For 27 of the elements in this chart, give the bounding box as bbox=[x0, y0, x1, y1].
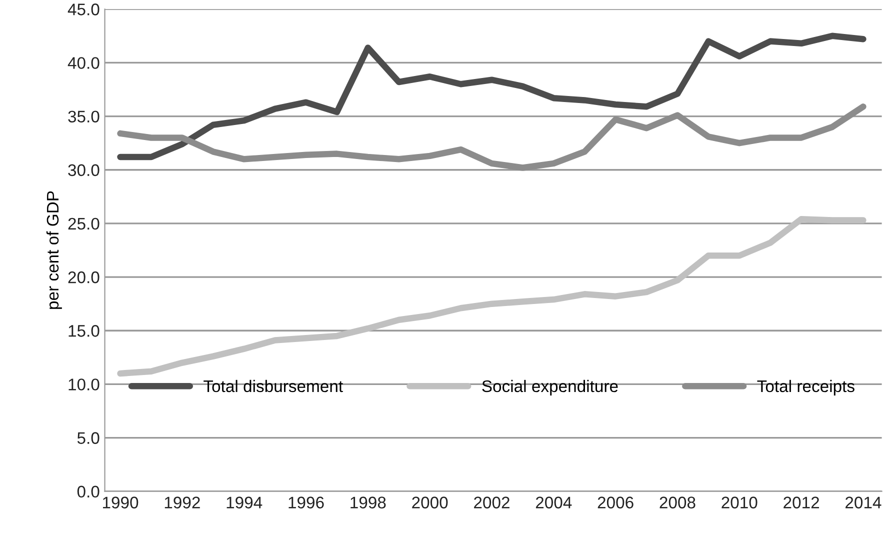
x-tick-label: 1998 bbox=[350, 496, 386, 508]
x-tick-label: 2000 bbox=[412, 496, 448, 508]
x-tick-label: 1990 bbox=[102, 496, 138, 508]
y-tick-label: 35.0 bbox=[68, 110, 100, 122]
y-tick-label: 15.0 bbox=[68, 325, 100, 337]
y-tick-label: 20.0 bbox=[68, 271, 100, 284]
legend-label: Total disbursement bbox=[204, 380, 343, 392]
x-tick-label: 2002 bbox=[474, 496, 510, 508]
y-tick-label: 5.0 bbox=[77, 432, 100, 444]
y-tick-label: 30.0 bbox=[68, 164, 100, 176]
x-tick-label: 2012 bbox=[784, 496, 819, 508]
x-tick-label: 2008 bbox=[660, 496, 696, 508]
y-axis-title: per cent of GDP bbox=[46, 191, 62, 309]
legend-label: Social expenditure bbox=[482, 380, 618, 396]
y-tick-label: 40.0 bbox=[68, 57, 100, 69]
x-tick-label: 1996 bbox=[288, 496, 324, 508]
legend-label: Total receipts bbox=[757, 380, 854, 396]
x-tick-label: 1992 bbox=[164, 496, 200, 508]
y-tick-label: 45.0 bbox=[68, 4, 100, 16]
x-tick-label: 2006 bbox=[598, 496, 634, 508]
x-tick-label: 1994 bbox=[226, 496, 262, 508]
y-tick-label: 25.0 bbox=[68, 218, 100, 230]
y-tick-label: 0.0 bbox=[77, 486, 100, 498]
y-tick-label: 10.0 bbox=[68, 378, 100, 390]
x-tick-label: 2010 bbox=[722, 496, 758, 508]
x-tick-label: 2004 bbox=[536, 496, 572, 508]
x-tick-label: 2014 bbox=[846, 496, 882, 508]
